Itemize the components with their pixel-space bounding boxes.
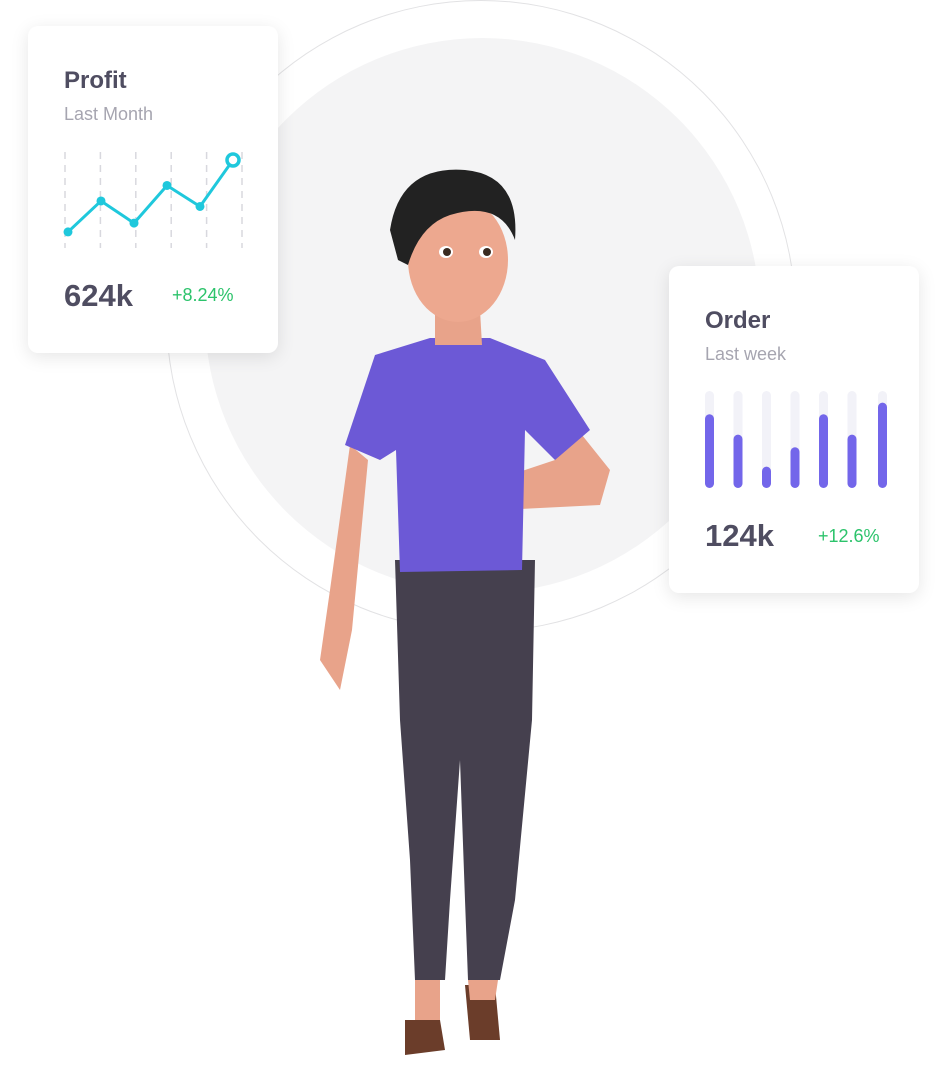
data-point <box>63 227 73 237</box>
bar <box>847 434 857 488</box>
bar <box>878 402 887 488</box>
bar <box>762 466 771 488</box>
profit-change: +8.24% <box>172 285 234 305</box>
profit-series-line <box>66 159 235 234</box>
bar <box>790 447 800 488</box>
data-point <box>162 180 172 190</box>
data-point-highlight <box>225 152 241 168</box>
order-change: +12.6% <box>818 526 880 546</box>
profit-title: Profit <box>64 67 127 94</box>
profit-subtitle: Last Month <box>64 104 154 124</box>
order-card: Order Last week 124k +12.6% <box>669 266 919 593</box>
order-bar-chart <box>705 391 887 488</box>
profit-card: Profit Last Month 624k +8.24% <box>28 26 278 353</box>
profit-line-chart <box>63 152 243 248</box>
profit-value: 624k <box>64 278 133 313</box>
character-illustration <box>320 169 610 1055</box>
order-subtitle: Last week <box>705 344 787 364</box>
bar <box>819 414 828 488</box>
bar <box>733 434 743 488</box>
order-value: 124k <box>705 518 774 553</box>
data-point <box>195 201 205 211</box>
bar <box>705 414 714 488</box>
data-point <box>129 218 139 228</box>
bar-track <box>762 391 771 488</box>
order-title: Order <box>705 307 771 334</box>
data-point <box>96 196 106 206</box>
